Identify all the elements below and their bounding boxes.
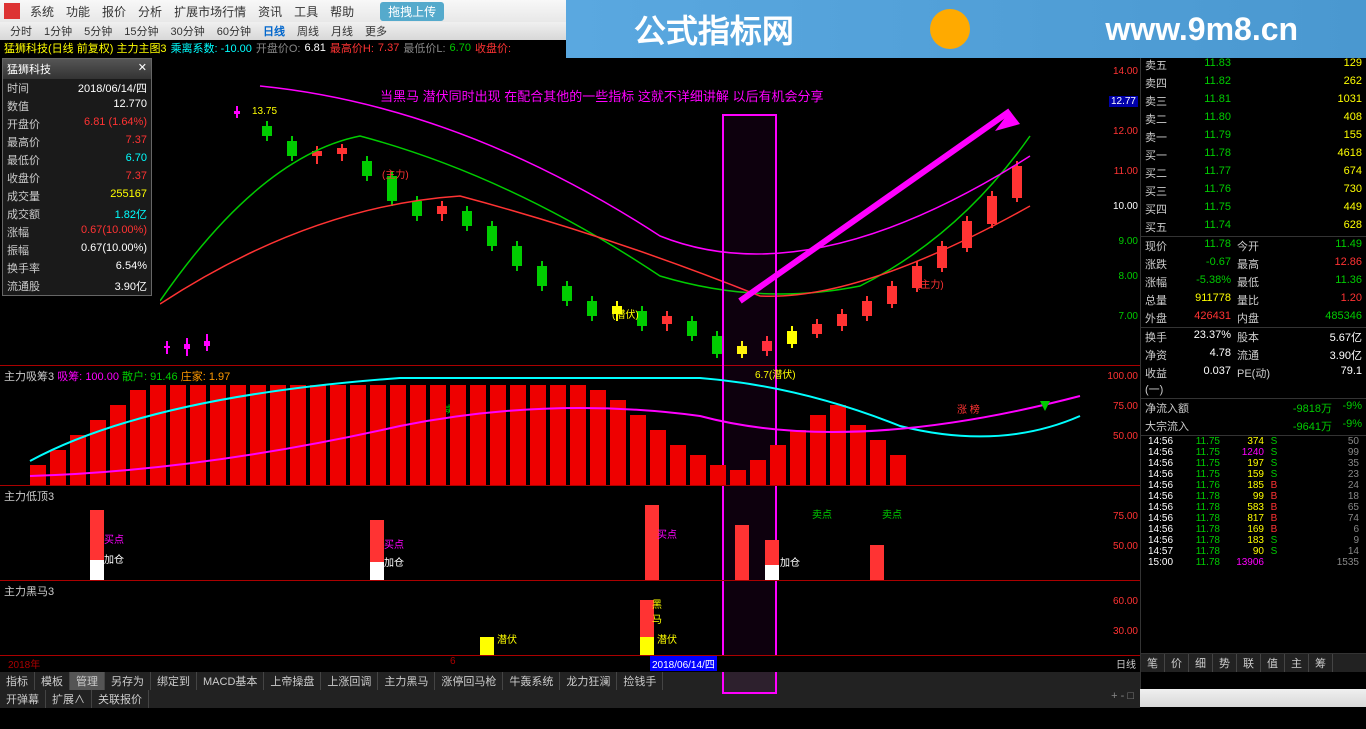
tab-button[interactable]: 另存为 bbox=[105, 672, 151, 690]
tab-button[interactable]: 上帝操盘 bbox=[264, 672, 321, 690]
watermark: 公式指标网 www.9m8.cn bbox=[566, 0, 1366, 58]
timeframe-button[interactable]: 1分钟 bbox=[38, 23, 78, 39]
tab-button[interactable]: 绑定到 bbox=[151, 672, 197, 690]
sidebar-tabs[interactable]: 笔价细势联值主筹 bbox=[1141, 654, 1366, 672]
time-axis: 2018年 6 2018/06/14/四 日线 bbox=[0, 656, 1140, 672]
menu-item[interactable]: 报价 bbox=[96, 5, 132, 19]
timeframe-button[interactable]: 周线 bbox=[291, 23, 325, 39]
timeframe-button[interactable]: 月线 bbox=[325, 23, 359, 39]
timeframe-button[interactable]: 5分钟 bbox=[78, 23, 118, 39]
tab-button[interactable]: 上涨回调 bbox=[321, 672, 378, 690]
menu-item[interactable]: 帮助 bbox=[324, 5, 360, 19]
tab-button[interactable]: 龙力狂澜 bbox=[560, 672, 617, 690]
timeframe-button[interactable]: 更多 bbox=[359, 23, 393, 39]
tab-button[interactable]: 牛轰系统 bbox=[503, 672, 560, 690]
tab-button[interactable]: 模板 bbox=[35, 672, 70, 690]
tab-button[interactable]: 捡钱手 bbox=[617, 672, 663, 690]
candlestick-chart[interactable]: 当黑马 潜伏同时出现 在配合其他的一些指标 这就不详细讲解 以后有机会分享 14… bbox=[0, 56, 1140, 366]
close-icon[interactable]: ✕ bbox=[138, 61, 147, 77]
quote-sidebar: 卖五11.83129卖四11.82262卖三11.811031卖二11.8040… bbox=[1140, 56, 1366, 689]
menu-item[interactable]: 资讯 bbox=[252, 5, 288, 19]
app-logo bbox=[4, 3, 20, 19]
menu-item[interactable]: 系统 bbox=[24, 5, 60, 19]
tab-button[interactable]: 涨停回马枪 bbox=[435, 672, 503, 690]
indicator-panel-2[interactable]: 主力低顶3 买点加仓买点加仓买点加仓卖点卖点 75.0050.00 bbox=[0, 486, 1140, 581]
tab-button[interactable]: 主力黑马 bbox=[378, 672, 435, 690]
indicator-tabs[interactable]: 指标模板管理另存为绑定到MACD基本上帝操盘上涨回调主力黑马涨停回马枪牛轰系统龙… bbox=[0, 672, 1140, 690]
timeframe-button[interactable]: 30分钟 bbox=[165, 23, 211, 39]
timeframe-button[interactable]: 60分钟 bbox=[211, 23, 257, 39]
timeframe-button[interactable]: 15分钟 bbox=[118, 23, 164, 39]
tab-button[interactable]: 指标 bbox=[0, 672, 35, 690]
chart-area[interactable]: 猛狮科技✕ 时间2018/06/14/四数值12.770开盘价6.81 (1.6… bbox=[0, 56, 1140, 689]
indicator-panel-3[interactable]: 主力黑马3 潜伏黑马潜伏 60.0030.00 bbox=[0, 581, 1140, 656]
extra-tabs[interactable]: 开弹幕扩展∧关联报价+ - □ bbox=[0, 690, 1140, 708]
tab-button[interactable]: 管理 bbox=[70, 672, 105, 690]
timeframe-button[interactable]: 日线 bbox=[257, 23, 291, 39]
menu-item[interactable]: 功能 bbox=[60, 5, 96, 19]
annotation-text: 当黑马 潜伏同时出现 在配合其他的一些指标 这就不详细讲解 以后有机会分享 bbox=[380, 86, 823, 105]
tab-button[interactable]: MACD基本 bbox=[197, 672, 264, 690]
indicator-panel-1[interactable]: 主力吸筹3 吸筹: 100.00 散户: 91.46 庄家: 1.97 100.… bbox=[0, 366, 1140, 486]
upload-button[interactable]: 拖拽上传 bbox=[380, 2, 444, 21]
menu-item[interactable]: 分析 bbox=[132, 5, 168, 19]
timeframe-button[interactable]: 分时 bbox=[4, 23, 38, 39]
data-box[interactable]: 猛狮科技✕ 时间2018/06/14/四数值12.770开盘价6.81 (1.6… bbox=[2, 58, 152, 296]
menu-item[interactable]: 扩展市场行情 bbox=[168, 5, 252, 19]
menu-item[interactable]: 工具 bbox=[288, 5, 324, 19]
